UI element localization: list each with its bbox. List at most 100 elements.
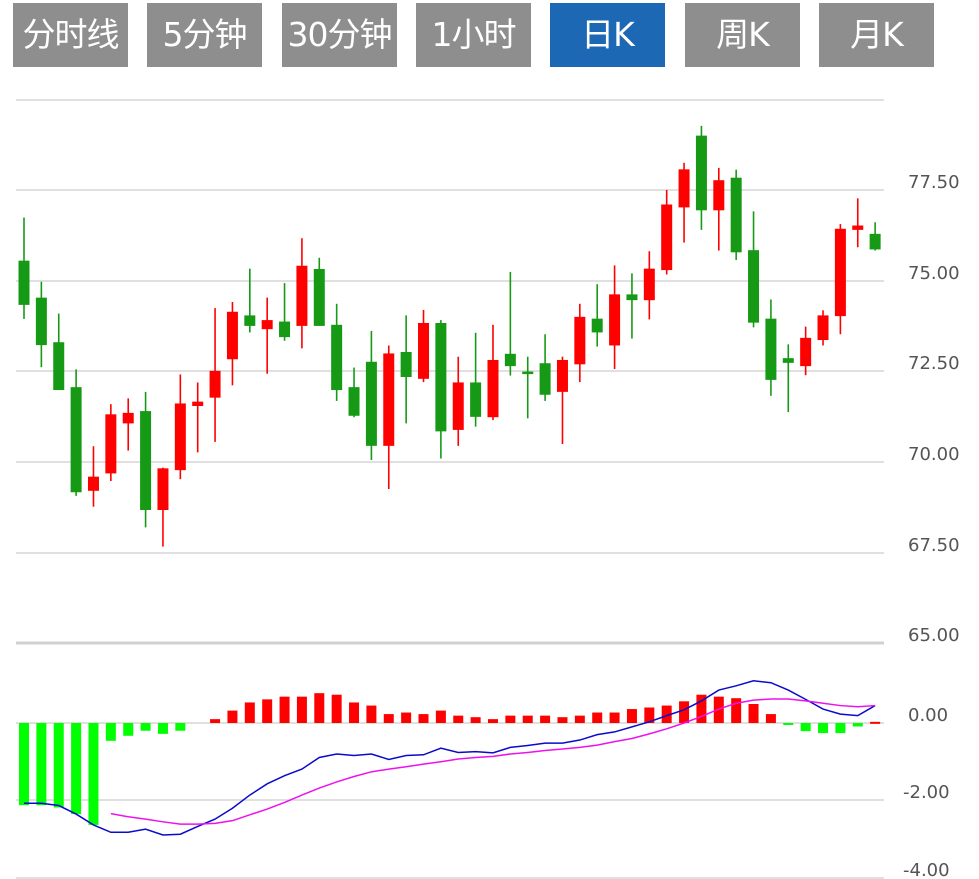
macd-histogram-bar [661,705,672,723]
macd-histogram-bar [679,701,690,723]
macd-histogram-bar [487,719,498,723]
macd-histogram-bar [765,714,776,723]
tab-monthly-k[interactable]: 月K [819,3,934,67]
macd-histogram-bar [783,723,794,725]
tab-weekly-k[interactable]: 周K [685,3,800,67]
candle-down [244,315,256,326]
candle-down [18,260,30,305]
candle-up [418,323,430,379]
candle-down [522,371,534,375]
macd-histogram-bar [557,717,568,723]
candle-down [331,324,343,391]
macd-histogram-bar [71,723,82,815]
price-tick-label: 70.00 [908,444,960,465]
candle-up [105,414,117,474]
macd-histogram-bar [696,694,707,723]
candle-down [869,233,881,250]
macd-histogram-bar [418,714,429,723]
candle-down [782,358,794,363]
macd-histogram-bar [401,712,412,723]
macd-histogram-bar [800,723,811,732]
candle-down [140,411,152,510]
macd-histogram-bar [157,723,168,734]
macd-histogram-bar [870,721,881,724]
macd-histogram-bar [331,694,342,723]
macd-histogram-bar [609,712,620,723]
macd-histogram-bar [852,723,863,727]
macd-histogram-bar [522,715,533,723]
macd-histogram-bar [296,696,307,723]
macd-histogram-bar [592,712,603,723]
macd-histogram-bar [574,715,585,723]
candle-up [834,228,846,317]
candle-down [504,353,516,367]
candle-down [470,382,482,417]
candle-up [800,337,812,367]
macd-histogram-bar [540,715,551,723]
candle-down [539,363,551,395]
candle-down [626,294,638,301]
macd-histogram-bar [731,698,742,723]
tab-5-minute[interactable]: 5分钟 [147,3,262,67]
candle-down [400,351,412,377]
macd-histogram-bar [453,715,464,723]
candle-down [348,387,360,416]
price-tick-label: 67.50 [908,535,960,556]
macd-tick-label: 0.00 [908,705,948,726]
price-tick-label: 65.00 [908,625,960,646]
candle-up [122,412,134,424]
macd-histogram-bar [227,710,238,723]
candle-up [574,316,586,365]
macd-histogram-bar [818,723,829,734]
macd-histogram-bar [262,699,273,723]
tab-daily-k[interactable]: 日K [550,3,665,67]
candle-up [226,311,238,360]
candlestick-series [18,125,881,547]
macd-histogram-bar [366,705,377,723]
macd-histogram-bar [748,704,759,723]
macd-histogram-bar [19,723,29,806]
candle-up [296,265,308,326]
candle-up [643,268,655,301]
candle-up [678,169,690,208]
candle-down [279,321,291,338]
macd-histogram-bar [88,723,99,825]
candle-down [70,387,82,493]
candle-up [87,476,99,491]
dea-line [110,698,876,825]
candle-up [713,180,725,211]
candle-up [261,320,273,330]
candle-up [852,225,864,230]
price-tick-label: 75.00 [908,263,960,284]
macd-histogram-bar [644,707,655,723]
macd-histogram-bar [435,710,446,723]
candle-up [383,353,395,446]
candle-down [748,250,760,323]
tab-1-hour[interactable]: 1小时 [416,3,531,67]
candle-up [556,359,568,392]
tab-30-minute[interactable]: 30分钟 [282,3,397,67]
macd-histogram-bar [505,715,516,723]
candle-down [313,269,325,326]
candle-up [192,401,204,406]
y-axis-labels: 77.50 75.00 72.50 70.00 67.50 65.00 0.00… [903,172,960,879]
price-tick-label: 77.50 [908,172,960,193]
macd-histogram-bar [123,723,134,736]
macd-histogram-bar [244,702,255,723]
candle-up [209,370,221,398]
macd-histogram-bar [140,723,151,731]
macd-histogram-bar [279,696,290,723]
macd-histogram-bar [626,709,637,723]
period-tab-bar: 分时线 5分钟 30分钟 1小时 日K 周K 月K [0,0,979,70]
candle-down [730,177,742,253]
macd-histogram-bar [210,719,221,723]
macd-histogram-bar [105,723,116,741]
candle-down [765,318,777,380]
grid-lines [16,99,884,879]
macd-histogram-bar [470,717,481,723]
macd-histogram-bar [53,723,64,808]
tab-minute-line[interactable]: 分时线 [13,3,128,67]
candle-down [591,318,603,333]
macd-histogram-bar [383,714,394,723]
